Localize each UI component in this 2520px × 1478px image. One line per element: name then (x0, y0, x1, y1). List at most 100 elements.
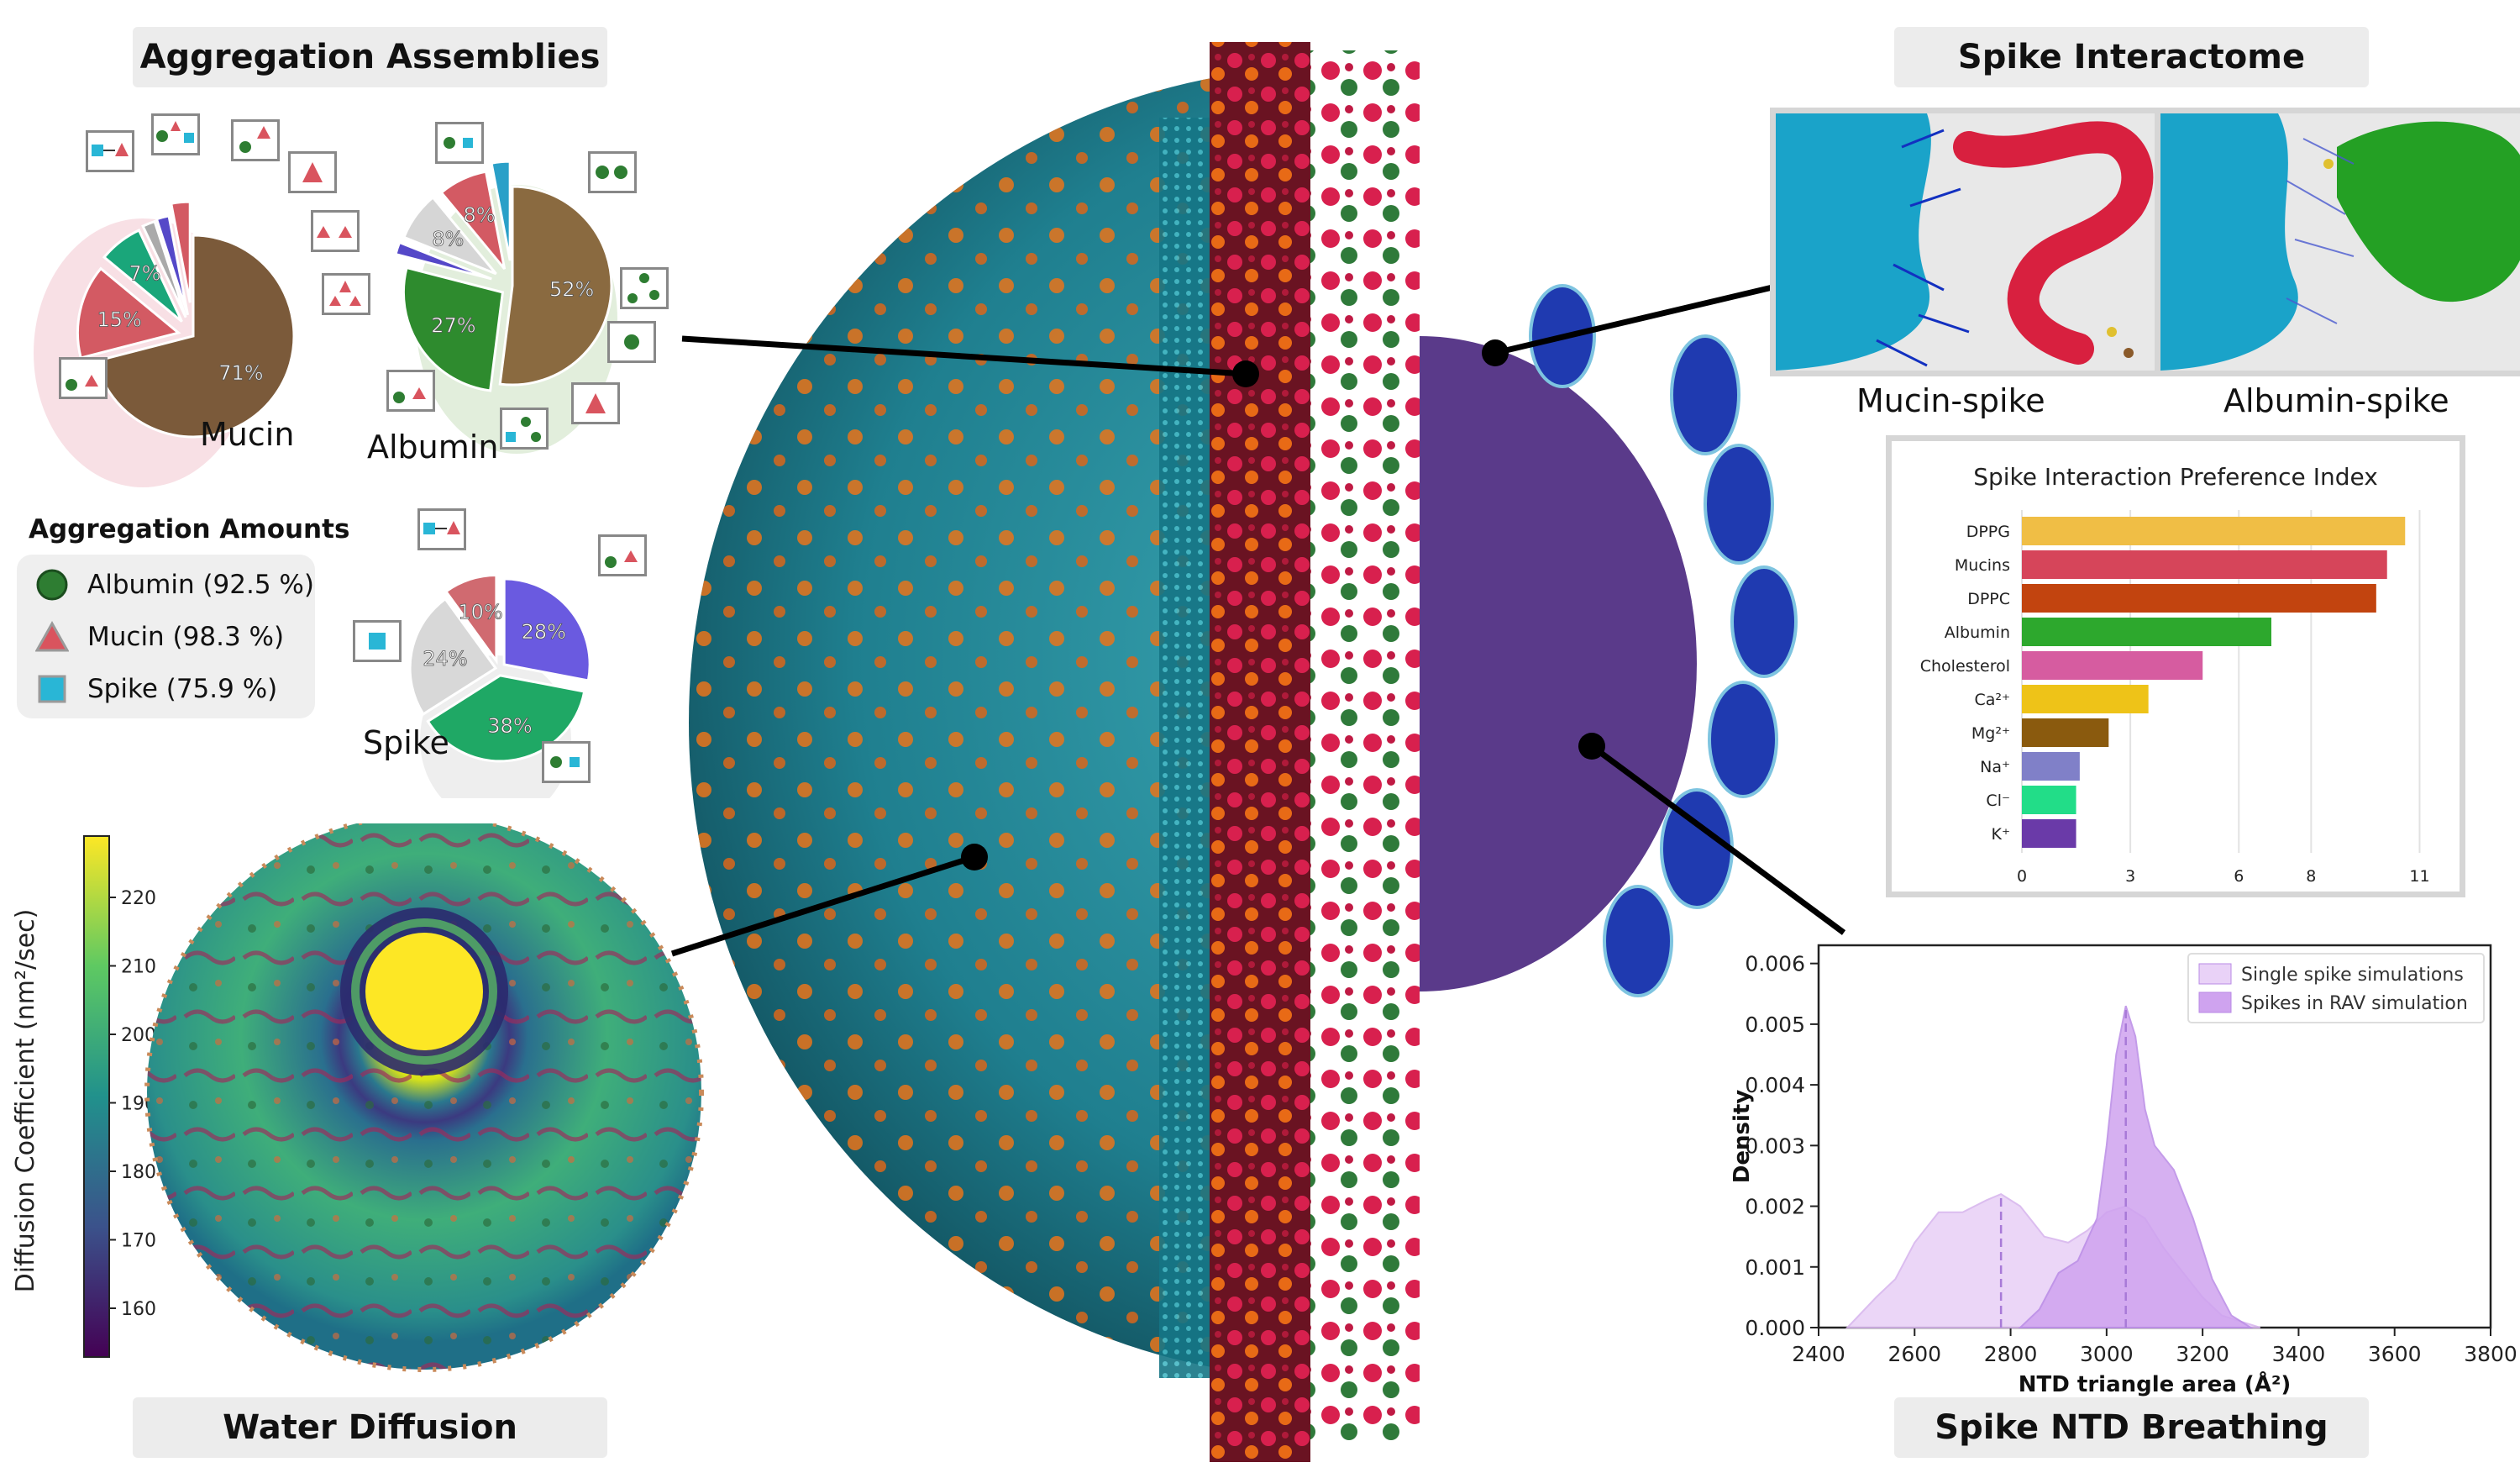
mucin-pie-slice (169, 200, 192, 303)
mucin-pie-label: Mucin (200, 416, 295, 453)
mucin-pie-slice (102, 229, 183, 323)
density-y-label: Density (1730, 1090, 1755, 1184)
albumin-pie: 52% 27% 8%8% (394, 160, 613, 392)
density-x-tick: 3800 (2464, 1342, 2517, 1366)
bar-x-tick: 0 (2017, 867, 2027, 886)
bar-x-tick: 6 (2234, 867, 2244, 886)
spike-pie-slice (502, 577, 591, 682)
ntd-density-chart: 2400 2600 2800 3000 3200 3400 3600 3800 0.000 0.0… (1730, 944, 2517, 1397)
protein-layer-strip (1310, 50, 1420, 1445)
bar-label: Mucins (1955, 556, 2010, 575)
glyph-square-triangle-b (417, 508, 466, 550)
bar-label: Cl⁻ (1986, 792, 2010, 810)
mucin-pie-slice (141, 219, 187, 318)
density-x-tick: 3200 (2176, 1342, 2229, 1366)
density-legend-swatch (2198, 991, 2232, 1013)
interaction-preference-chart-frame: Spike Interaction Preference Index DPPG M… (1886, 435, 2465, 897)
albumin-pie-slice (439, 170, 507, 271)
albumin-pie-slice-label: 8% (432, 227, 464, 250)
bar-2 (2022, 584, 2376, 613)
bar-label: Na⁺ (1980, 758, 2010, 776)
bar-7 (2022, 752, 2080, 781)
glyph-circle (607, 321, 656, 363)
albumin-spike-caption: Albumin-spike (2223, 382, 2449, 419)
glyph-square-triangle (86, 130, 134, 172)
spike-pie-slice-label: 24% (423, 647, 467, 671)
albumin-pie-slice (402, 266, 505, 392)
colorbar-tick: 170 (121, 1231, 156, 1252)
aggregation-assemblies-title: Aggregation Assemblies (133, 27, 607, 87)
bar-3 (2022, 618, 2271, 646)
colorbar-tick: 210 (121, 957, 156, 978)
glyph-triangle (288, 151, 337, 193)
bar-0 (2022, 517, 2406, 545)
glyph-circle-triangle-b (59, 357, 108, 399)
glyph-circle-triangle-d (598, 534, 647, 576)
glyph-branched-circles (620, 267, 669, 309)
density-area-1 (2018, 1005, 2254, 1328)
density-legend-swatch (2198, 963, 2232, 985)
bar-5 (2022, 685, 2149, 713)
bar-x-tick: 11 (2409, 867, 2429, 886)
density-legend-label: Spikes in RAV simulation (2241, 993, 2468, 1014)
spike-ntd-breathing-title: Spike NTD Breathing (1894, 1397, 2369, 1458)
glyph-triangle-triangle (311, 210, 360, 252)
colorbar-tick: 160 (121, 1299, 156, 1320)
albumin-spike-image (2155, 108, 2520, 376)
density-x-tick: 2400 (1792, 1342, 1845, 1366)
mucin-pie-slice (76, 266, 181, 360)
bar-label: DPPC (1967, 590, 2010, 608)
aggregation-amounts-title: Aggregation Amounts (29, 514, 350, 544)
mucin-spike-caption: Mucin-spike (1856, 382, 2045, 419)
bar-8 (2022, 786, 2076, 814)
legend-albumin: Albumin (92.5 %) (35, 568, 314, 602)
interaction-preference-chart: Spike Interaction Preference Index DPPG M… (1920, 463, 2430, 886)
density-y-tick: 0.005 (1745, 1013, 1805, 1037)
mucin-pie-slice-label: 15% (97, 308, 141, 331)
density-y-tick: 0.000 (1745, 1316, 1805, 1340)
density-x-tick: 3000 (2080, 1342, 2134, 1366)
albumin-pie-slice-label: 52% (549, 277, 594, 301)
albumin-pie-slice (498, 185, 613, 387)
water-diffusion-title: Water Diffusion (133, 1397, 607, 1458)
density-x-tick: 2600 (1887, 1342, 1941, 1366)
aggregation-pies: 71% 15% 7% 52% 27% 8%8% 28% 38% 24% 10% (34, 160, 617, 798)
glyph-circle-triangle-c (386, 370, 435, 412)
density-y-tick: 0.003 (1745, 1133, 1805, 1158)
density-legend-label: Single spike simulations (2241, 965, 2464, 986)
glyph-circle-square-b (542, 741, 591, 783)
mucin-pie-slice-label: 7% (129, 262, 160, 286)
density-x-tick: 3400 (2272, 1342, 2326, 1366)
spike-pie: 28% 38% 24% 10% (408, 573, 591, 763)
glyph-circle-square (435, 122, 484, 164)
bar-4 (2022, 651, 2203, 680)
glyph-circle-circle (588, 151, 637, 193)
colorbar-tick: 220 (121, 888, 156, 909)
bar-label: Albumin (1945, 623, 2010, 642)
mucin-pie-slice (93, 234, 296, 439)
density-x-tick: 2800 (1984, 1342, 2038, 1366)
bar-9 (2022, 819, 2076, 848)
albumin-pie-slice-label: 27% (431, 314, 475, 338)
albumin-pie-slice (402, 195, 497, 276)
aggregation-amounts-legend: Albumin (92.5 %) Mucin (98.3 %) Spike (7… (17, 555, 315, 718)
spike-pie-slice-label: 28% (522, 620, 566, 644)
diffusion-colorbar (83, 835, 110, 1358)
glyph-square-circles (500, 408, 549, 450)
density-x-label: NTD triangle area (Å²) (2019, 1370, 2291, 1397)
bar-label: Mg²⁺ (1971, 724, 2010, 743)
bar-label: K⁺ (1992, 825, 2011, 844)
albumin-pie-label: Albumin (367, 429, 499, 465)
spike-pie-slice-label: 38% (487, 714, 532, 738)
bar-label: Ca²⁺ (1974, 691, 2010, 709)
inner-virion (1420, 336, 1697, 991)
spike-pie-slice (408, 597, 498, 716)
bar-label: DPPG (1966, 523, 2010, 541)
spike-pie-slice (444, 573, 498, 665)
bar-1 (2022, 550, 2387, 579)
glyph-circle-triangle-square (151, 113, 200, 155)
bar-x-tick: 8 (2306, 867, 2316, 886)
glycan-layer-strip (1210, 42, 1310, 1462)
